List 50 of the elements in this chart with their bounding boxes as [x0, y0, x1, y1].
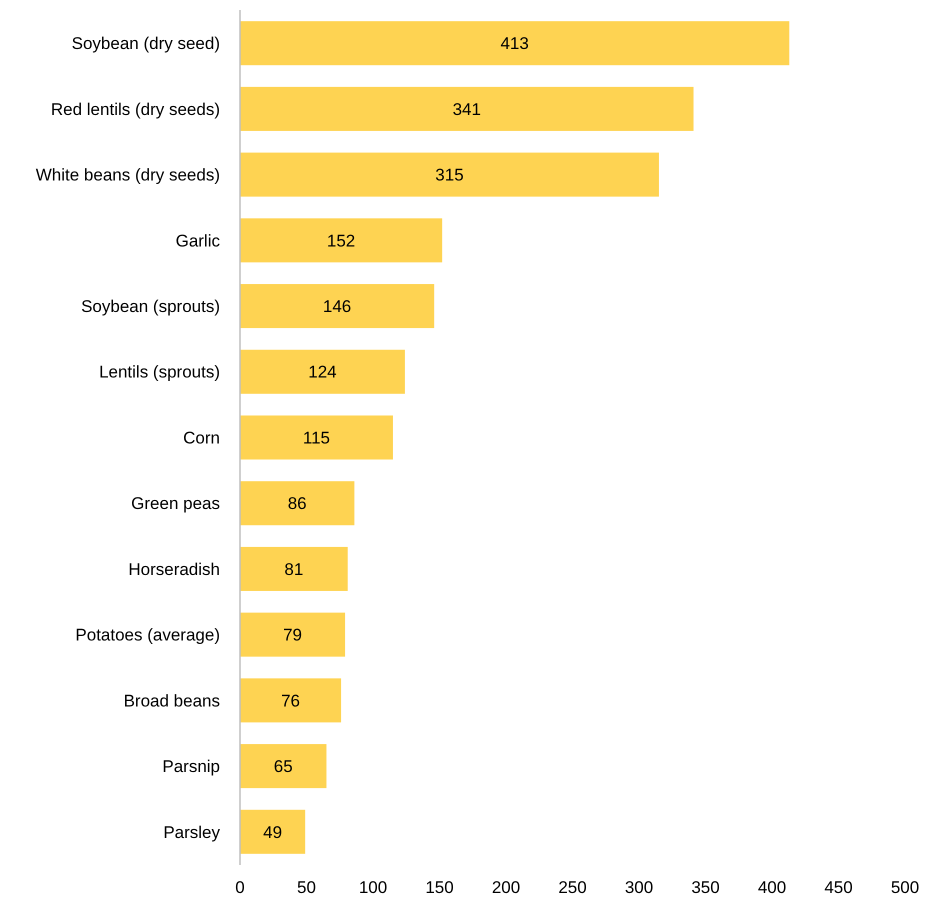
bar [240, 546, 348, 591]
y-tick-label: Soybean (dry seed) [72, 34, 220, 54]
x-tick-label: 0 [235, 878, 245, 897]
bar [240, 612, 346, 657]
y-tick-label: Lentils (sprouts) [99, 362, 220, 382]
x-tick-label: 200 [492, 878, 520, 897]
bar [240, 415, 393, 460]
data-label: 79 [283, 626, 302, 645]
y-tick-label: Parsnip [162, 757, 220, 776]
bar [240, 86, 694, 131]
y-tick-label: Corn [183, 428, 220, 448]
y-tick-label: Green peas [131, 494, 220, 514]
bar [240, 350, 405, 394]
bar [240, 481, 354, 526]
bar [240, 810, 306, 854]
x-tick-label: 450 [824, 878, 853, 897]
x-tick-label: 350 [691, 878, 720, 897]
x-tick-label: 500 [890, 878, 920, 897]
y-tick-label: Red lentils (dry seeds) [50, 100, 220, 119]
bar [240, 21, 790, 66]
x-tick-label: 100 [358, 878, 388, 897]
y-tick-label: Potatoes (average) [75, 626, 220, 645]
data-label: 49 [263, 822, 282, 842]
x-tick-label: 250 [558, 878, 587, 897]
data-label: 115 [302, 428, 330, 448]
y-tick-label: Garlic [176, 231, 220, 250]
data-label: 152 [326, 231, 356, 250]
y-tick-label: Soybean (sprouts) [81, 297, 220, 316]
data-label: 65 [274, 757, 293, 776]
data-label: 413 [500, 34, 529, 54]
data-label: 86 [288, 494, 307, 514]
x-tick-label: 300 [624, 878, 654, 897]
bar [240, 678, 342, 722]
data-label: 315 [435, 166, 464, 185]
data-label: 124 [308, 362, 337, 382]
y-tick-label: Horseradish [128, 560, 220, 579]
y-tick-label: Broad beans [124, 691, 220, 710]
bar [240, 218, 442, 262]
data-label: 81 [284, 560, 304, 579]
data-label: 341 [452, 100, 481, 119]
y-tick-label: Parsley [163, 822, 220, 842]
x-tick-label: 400 [758, 878, 786, 897]
data-label: 146 [322, 297, 352, 316]
bar [240, 744, 326, 788]
bar [240, 284, 434, 328]
bar [240, 152, 659, 197]
data-label: 76 [281, 691, 300, 710]
x-tick-label: 150 [425, 878, 454, 897]
y-tick-label: White beans (dry seeds) [36, 166, 220, 185]
x-tick-label: 50 [297, 878, 316, 897]
